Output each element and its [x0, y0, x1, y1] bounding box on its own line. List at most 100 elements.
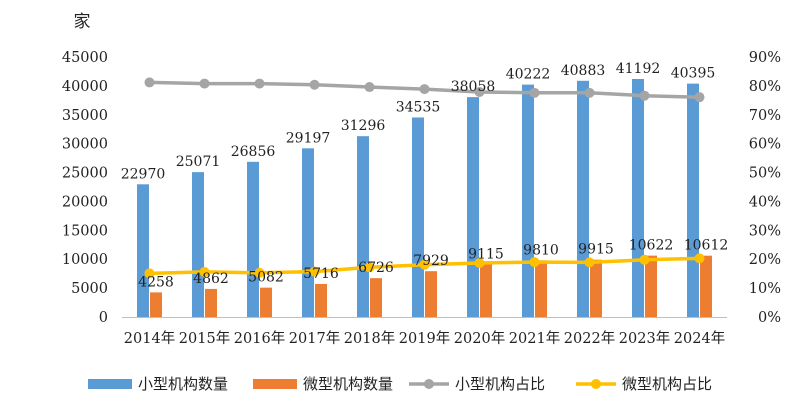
marker-small-share [199, 78, 210, 89]
left-tick-label: 15000 [62, 223, 108, 239]
bar-small [687, 83, 699, 318]
bar-micro [150, 292, 162, 317]
marker-micro-share [639, 254, 650, 265]
bar-micro [315, 283, 327, 317]
marker-small-share [639, 90, 650, 101]
legend-label: 微型机构占比 [622, 375, 712, 393]
data-label-small: 40883 [561, 63, 606, 79]
marker-micro-share [584, 257, 595, 268]
x-tick-label: 2018年 [344, 330, 395, 347]
left-axis-ticks: 0 5000 10000 15000 20000 25000 30000 35000 40000… [62, 50, 108, 326]
bar-small [632, 79, 644, 318]
left-tick-label: 20000 [62, 194, 108, 210]
marker-small-share [419, 84, 430, 95]
data-label-small: 41192 [616, 61, 661, 77]
marker-small-share [529, 87, 540, 98]
left-tick-label: 40000 [62, 79, 108, 95]
x-tick-label: 2019年 [399, 330, 450, 347]
lines-layer [144, 77, 705, 279]
x-axis: 2014年 2015年 2016年 2017年 2018年 2019年 2020年 2021年… [122, 317, 727, 347]
right-tick-label: 70% [749, 108, 781, 124]
x-tick-label: 2022年 [564, 330, 615, 347]
left-tick-label: 10000 [62, 252, 108, 268]
legend-label: 小型机构占比 [455, 375, 545, 393]
right-axis-ticks: 0% 10% 20% 30% 40% 50% 60% 70% 80% 90% [749, 50, 781, 326]
right-tick-label: 90% [749, 50, 781, 66]
bar-small [522, 84, 534, 317]
data-label-small: 38058 [451, 79, 496, 95]
data-label-micro: 10612 [684, 238, 729, 254]
legend-swatch [253, 379, 297, 389]
x-tick-label: 2014年 [124, 330, 175, 347]
data-label-micro: 10622 [629, 238, 674, 254]
bar-small [137, 184, 149, 317]
marker-small-share [694, 92, 705, 103]
bar-small [412, 117, 424, 317]
legend-item: 小型机构数量 [88, 375, 228, 393]
bar-small [357, 136, 369, 317]
data-label-micro: 9115 [468, 246, 504, 262]
bar-small [192, 172, 204, 317]
left-tick-label: 25000 [62, 166, 108, 182]
legend: 小型机构数量 微型机构数量 小型机构占比 微型机构占比 [88, 375, 712, 393]
left-tick-label: 45000 [62, 50, 108, 66]
bar-micro [700, 255, 712, 317]
bar-small [302, 148, 314, 317]
marker-micro-share [254, 267, 265, 278]
bar-small [467, 97, 479, 317]
legend-marker [424, 379, 434, 389]
x-tick-label: 2023年 [619, 330, 670, 347]
marker-micro-share [199, 266, 210, 277]
legend-item: 微型机构占比 [576, 375, 712, 393]
data-label-small: 40222 [506, 67, 551, 83]
right-tick-label: 80% [749, 79, 781, 95]
data-label-micro: 9915 [578, 242, 614, 258]
left-tick-label: 0 [99, 310, 108, 326]
data-label-small: 26856 [231, 144, 276, 160]
data-label-micro: 9810 [523, 242, 559, 258]
data-label-small: 34535 [396, 99, 441, 115]
legend-item: 微型机构数量 [253, 375, 393, 393]
marker-small-share [309, 79, 320, 90]
data-label-micro: 5082 [248, 270, 284, 286]
bar-micro [205, 288, 217, 317]
data-label-micro: 4258 [138, 274, 174, 290]
bar-micro [590, 259, 602, 317]
left-axis-unit: 家 [74, 12, 91, 32]
data-label-small: 29197 [286, 130, 331, 146]
bar-micro [645, 255, 657, 317]
marker-micro-share [474, 257, 485, 268]
legend-label: 微型机构数量 [303, 375, 393, 393]
right-tick-label: 20% [749, 252, 781, 268]
marker-micro-share [694, 253, 705, 264]
legend-marker [591, 379, 601, 389]
legend-swatch [88, 379, 132, 389]
marker-micro-share [529, 257, 540, 268]
marker-small-share [474, 86, 485, 97]
marker-micro-share [419, 259, 430, 270]
legend-item: 小型机构占比 [409, 375, 545, 393]
bar-small [577, 80, 589, 317]
x-tick-label: 2016年 [234, 330, 285, 347]
right-tick-label: 30% [749, 223, 781, 239]
data-label-micro: 7929 [413, 253, 449, 269]
data-label-small: 22970 [121, 166, 166, 182]
x-tick-label: 2024年 [674, 330, 725, 347]
bar-micro [535, 260, 547, 317]
marker-small-share [584, 87, 595, 98]
x-tick-label: 2020年 [454, 330, 505, 347]
marker-micro-share [144, 268, 155, 279]
right-tick-label: 0% [758, 310, 781, 326]
bar-small [247, 161, 259, 317]
data-labels: 22970 25071 26856 29197 31296 34535 38058 40222… [121, 61, 729, 290]
data-label-small: 40395 [671, 66, 716, 82]
marker-small-share [144, 77, 155, 88]
bar-micro [480, 264, 492, 317]
data-label-micro: 5716 [303, 266, 339, 282]
right-tick-label: 10% [749, 281, 781, 297]
legend-label: 小型机构数量 [138, 375, 228, 393]
marker-small-share [364, 82, 375, 93]
bar-micro [370, 278, 382, 317]
left-tick-label: 5000 [71, 281, 108, 297]
